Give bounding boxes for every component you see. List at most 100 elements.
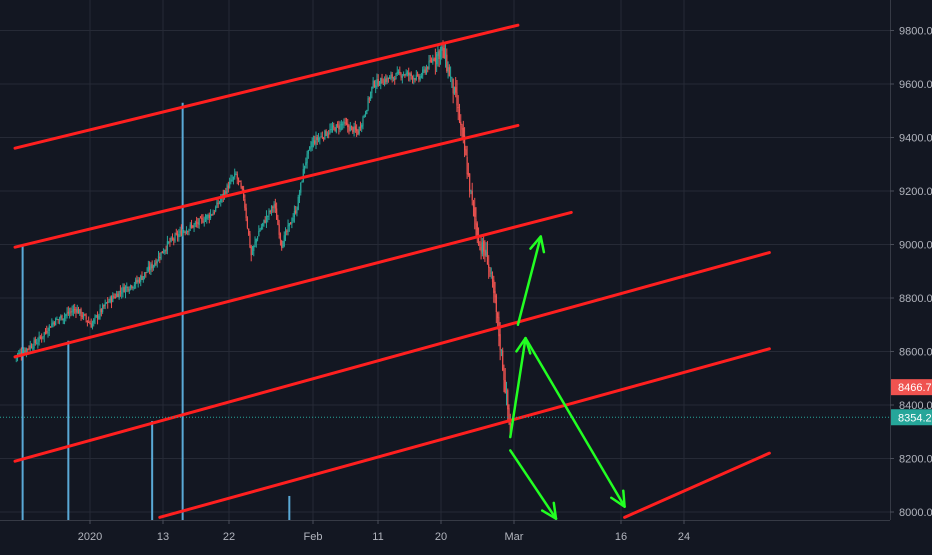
candle-body bbox=[77, 308, 80, 314]
candle-body bbox=[62, 318, 64, 321]
candle-body bbox=[206, 215, 208, 219]
candle bbox=[287, 219, 289, 236]
candle-body bbox=[395, 73, 397, 80]
candle-body bbox=[345, 123, 348, 125]
candle bbox=[350, 125, 353, 131]
candle-body bbox=[324, 130, 326, 139]
candle-body bbox=[74, 309, 76, 311]
arrow-head bbox=[540, 501, 558, 520]
candle bbox=[288, 222, 290, 232]
candle-body bbox=[462, 127, 464, 137]
candle bbox=[89, 320, 91, 325]
candle-body bbox=[110, 297, 113, 303]
candle bbox=[394, 75, 396, 85]
candle-body bbox=[103, 305, 105, 307]
time-scale[interactable] bbox=[0, 520, 932, 550]
candle bbox=[193, 222, 195, 233]
candle bbox=[419, 74, 421, 82]
candle bbox=[231, 174, 233, 182]
price-scale[interactable] bbox=[890, 0, 932, 550]
candle bbox=[480, 235, 482, 260]
y-tick-label: 8400.0 bbox=[899, 400, 932, 412]
candle-body bbox=[243, 189, 245, 198]
candle-body bbox=[207, 214, 209, 217]
candle-body bbox=[269, 211, 271, 213]
candle bbox=[105, 302, 108, 304]
candle bbox=[447, 61, 449, 79]
candle-body bbox=[278, 224, 280, 235]
candle bbox=[438, 49, 440, 68]
candle bbox=[458, 103, 461, 124]
candle bbox=[102, 303, 104, 314]
candle-body bbox=[450, 76, 452, 78]
candle bbox=[413, 74, 415, 85]
candle-body bbox=[235, 174, 237, 176]
candle bbox=[254, 236, 256, 248]
y-tick-label: 9600.0 bbox=[899, 79, 932, 91]
candle-body bbox=[246, 218, 249, 228]
candle bbox=[269, 209, 271, 214]
candle bbox=[204, 213, 207, 222]
candle-body bbox=[452, 79, 454, 94]
candle-body bbox=[202, 218, 204, 223]
candle bbox=[490, 267, 492, 279]
candle bbox=[67, 306, 69, 316]
candle bbox=[316, 134, 318, 145]
candle bbox=[48, 324, 50, 337]
candle-body bbox=[192, 225, 194, 228]
candle-body bbox=[193, 224, 195, 228]
candle bbox=[397, 69, 400, 75]
candle bbox=[396, 66, 398, 76]
candle bbox=[211, 213, 213, 216]
candle bbox=[348, 124, 350, 135]
candle bbox=[467, 162, 469, 177]
candle bbox=[208, 212, 210, 224]
candle bbox=[309, 146, 311, 151]
candle-body bbox=[174, 234, 176, 241]
candle-body bbox=[142, 276, 144, 281]
candle-body bbox=[86, 320, 88, 323]
candle-body bbox=[456, 92, 458, 106]
candle bbox=[226, 183, 228, 195]
candle bbox=[471, 182, 473, 206]
candle-body bbox=[113, 296, 115, 298]
candle bbox=[99, 304, 101, 320]
candle bbox=[98, 313, 100, 320]
candle-body bbox=[453, 87, 456, 95]
candle-body bbox=[385, 78, 387, 82]
candle-body bbox=[34, 339, 36, 344]
candle-body bbox=[495, 295, 497, 313]
candle-body bbox=[386, 77, 388, 83]
candle bbox=[32, 343, 34, 353]
candle-body bbox=[93, 319, 95, 323]
candle-body bbox=[100, 308, 102, 313]
candle bbox=[143, 272, 146, 280]
candle-body bbox=[212, 213, 214, 216]
candle bbox=[182, 229, 184, 237]
candle bbox=[110, 295, 113, 309]
candle bbox=[165, 245, 167, 254]
candle-body bbox=[123, 287, 125, 293]
candle bbox=[321, 131, 323, 140]
candle-body bbox=[91, 322, 94, 329]
candle bbox=[140, 274, 142, 287]
candle-body bbox=[79, 309, 81, 314]
candle bbox=[259, 228, 261, 232]
candle-body bbox=[157, 255, 160, 261]
candle bbox=[427, 66, 429, 73]
candle bbox=[380, 77, 382, 90]
candle-body bbox=[486, 251, 489, 265]
candle-body bbox=[500, 350, 503, 352]
candle-body bbox=[432, 58, 434, 63]
candle bbox=[405, 69, 407, 77]
candle-body bbox=[284, 231, 287, 236]
candle bbox=[382, 78, 384, 85]
candle bbox=[345, 117, 348, 126]
candle-body bbox=[175, 233, 177, 235]
candle bbox=[430, 57, 433, 63]
candle bbox=[52, 320, 54, 328]
candle bbox=[456, 80, 458, 113]
candle-body bbox=[152, 265, 155, 269]
